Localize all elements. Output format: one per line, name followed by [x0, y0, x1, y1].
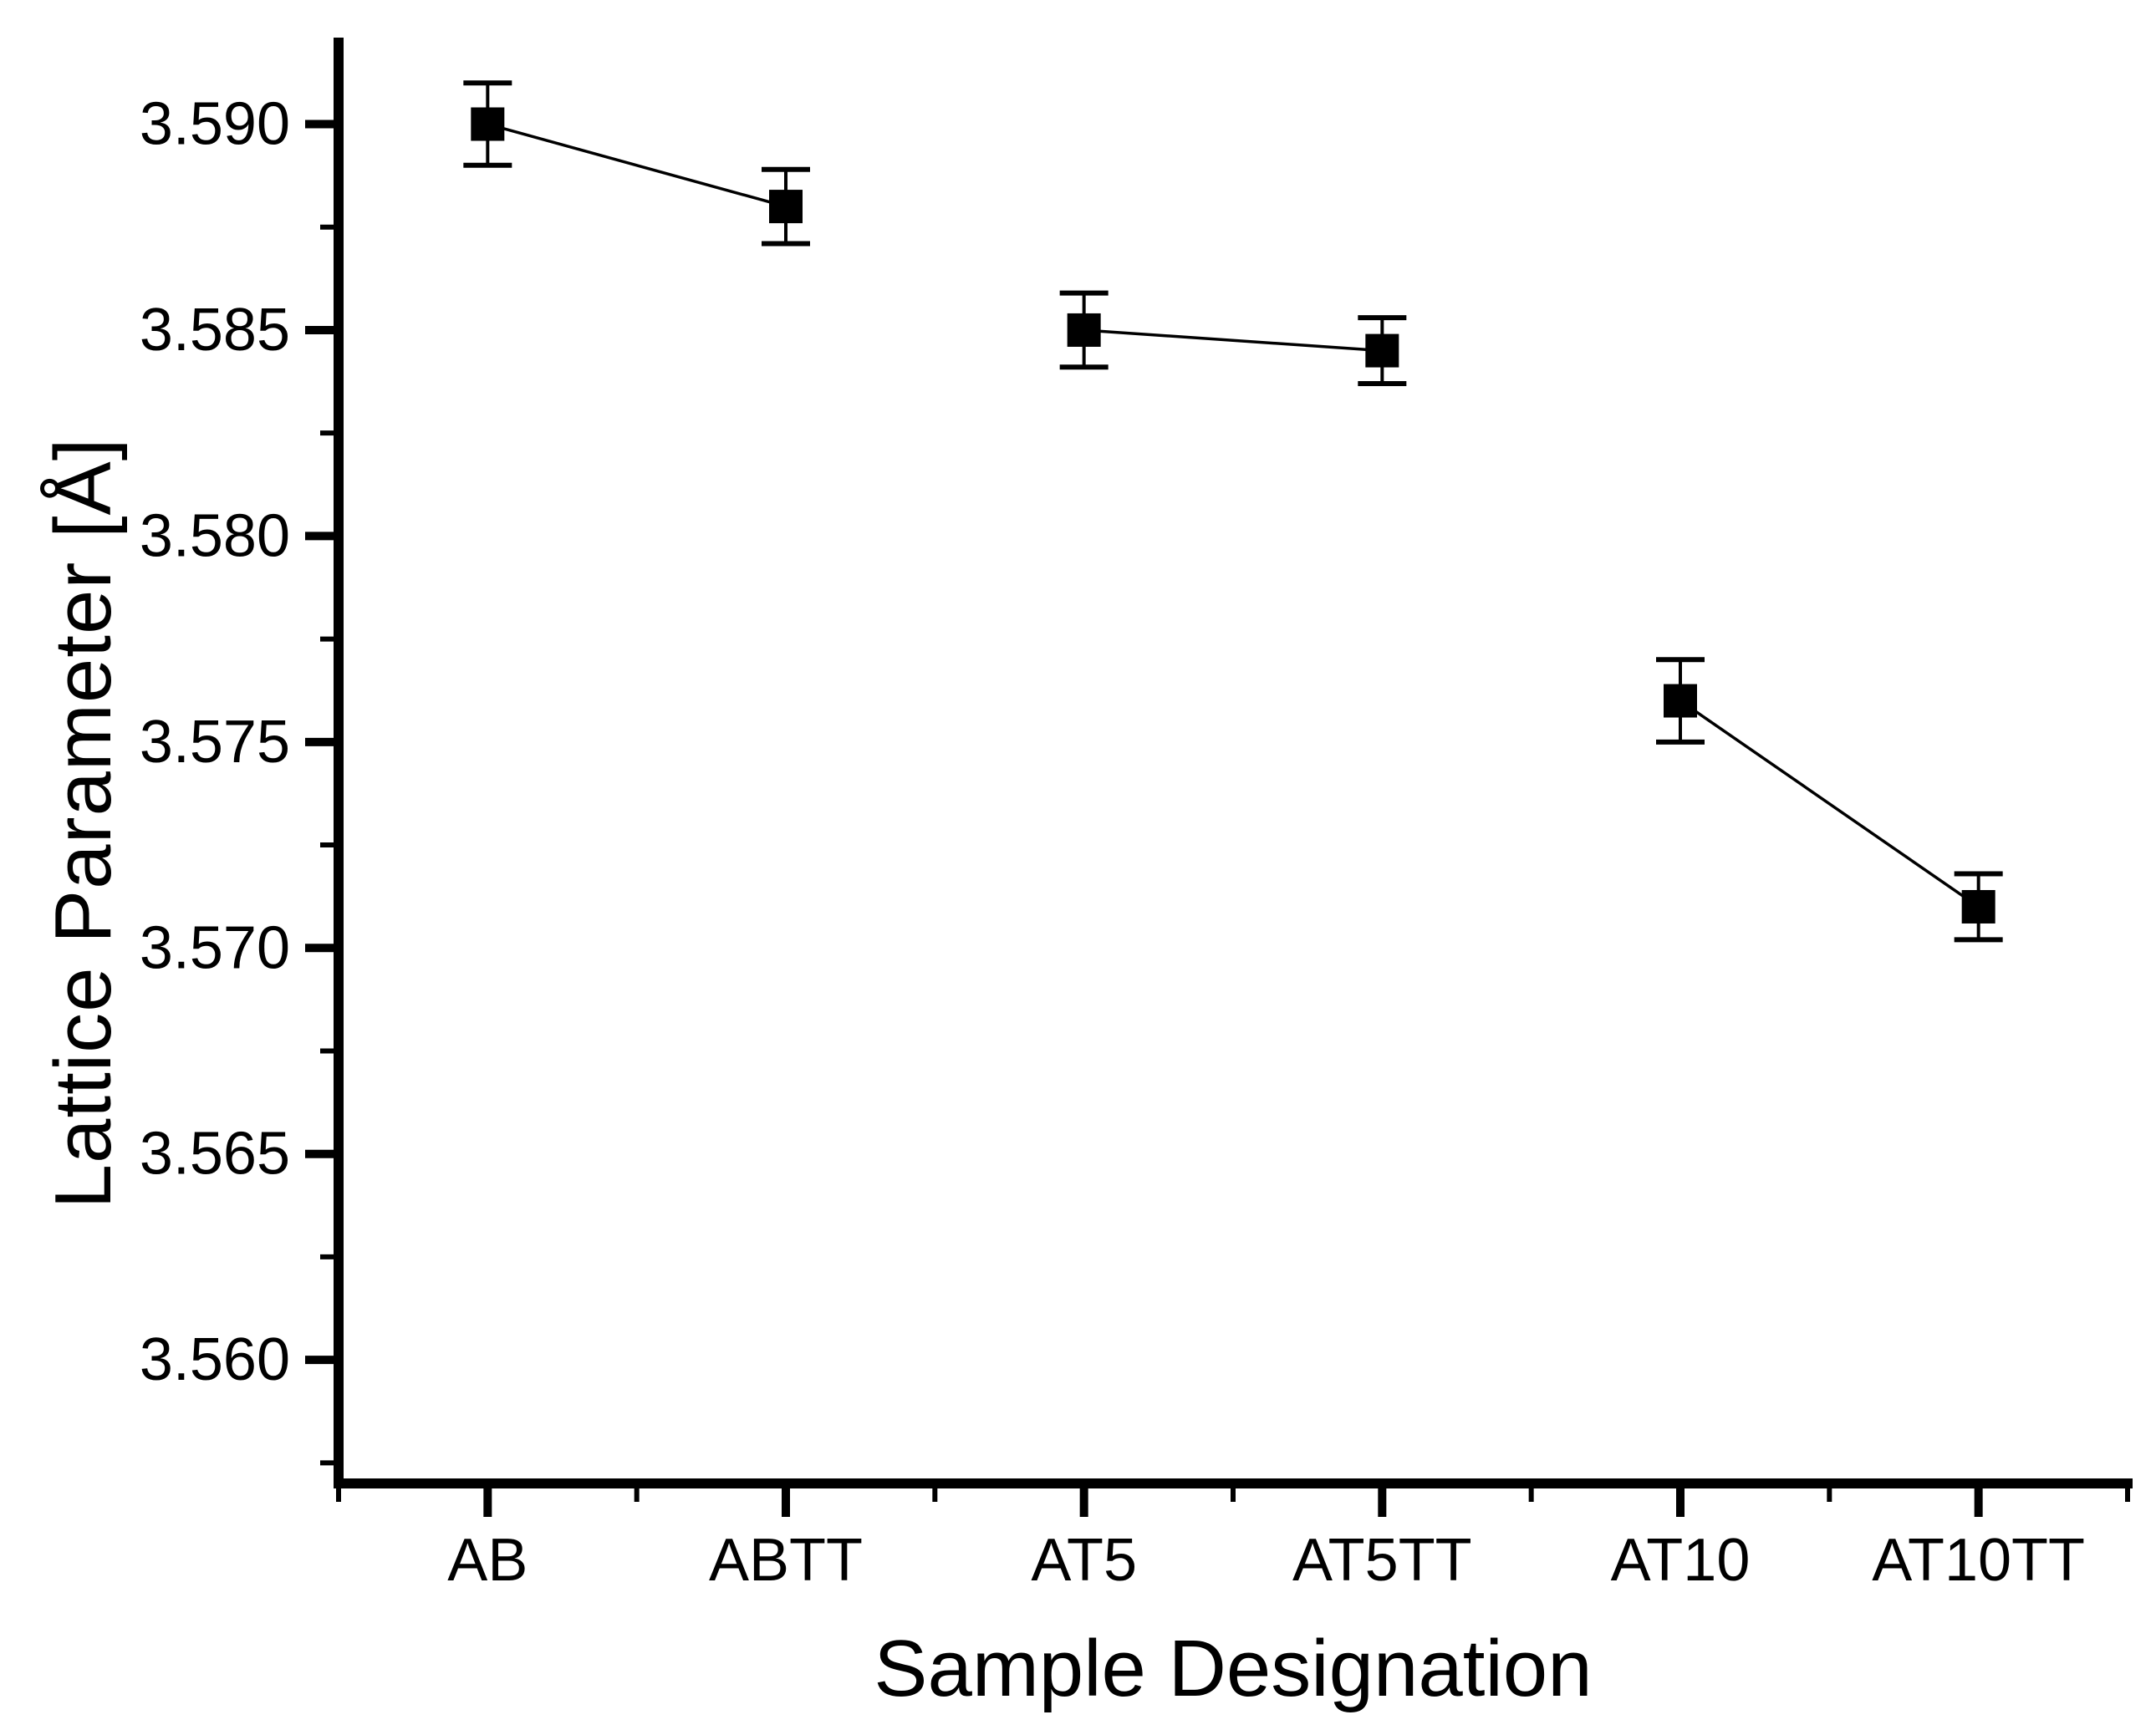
data-point-marker [769, 190, 803, 224]
x-tick-label: AT10 [1611, 1527, 1751, 1594]
x-tick-label: AT5TT [1292, 1527, 1472, 1594]
series-line [1083, 328, 1383, 353]
x-tick-label: AT10TT [1872, 1527, 2085, 1594]
y-tick-label: 3.570 [140, 914, 290, 981]
data-point-marker [471, 107, 505, 141]
series-line [1679, 700, 1980, 908]
data-point-marker [1067, 313, 1101, 347]
y-axis-title: Lattice Parameter [Å] [38, 437, 128, 1209]
y-tick-label: 3.565 [140, 1121, 290, 1188]
y-tick-label: 3.580 [140, 502, 290, 569]
y-tick-label: 3.575 [140, 709, 290, 776]
data-point-marker [1664, 684, 1697, 718]
x-tick-label: AB [447, 1527, 528, 1594]
y-tick-label: 3.560 [140, 1326, 290, 1393]
series-line [487, 122, 787, 208]
x-tick-label: ABTT [709, 1527, 863, 1594]
data-point-marker [1961, 889, 1995, 924]
y-tick-label: 3.590 [140, 91, 290, 158]
x-axis-title: Sample Designation [874, 1624, 1593, 1713]
y-tick-label: 3.585 [140, 297, 290, 364]
x-tick-label: AT5 [1031, 1527, 1137, 1594]
data-point-marker [1365, 333, 1399, 368]
